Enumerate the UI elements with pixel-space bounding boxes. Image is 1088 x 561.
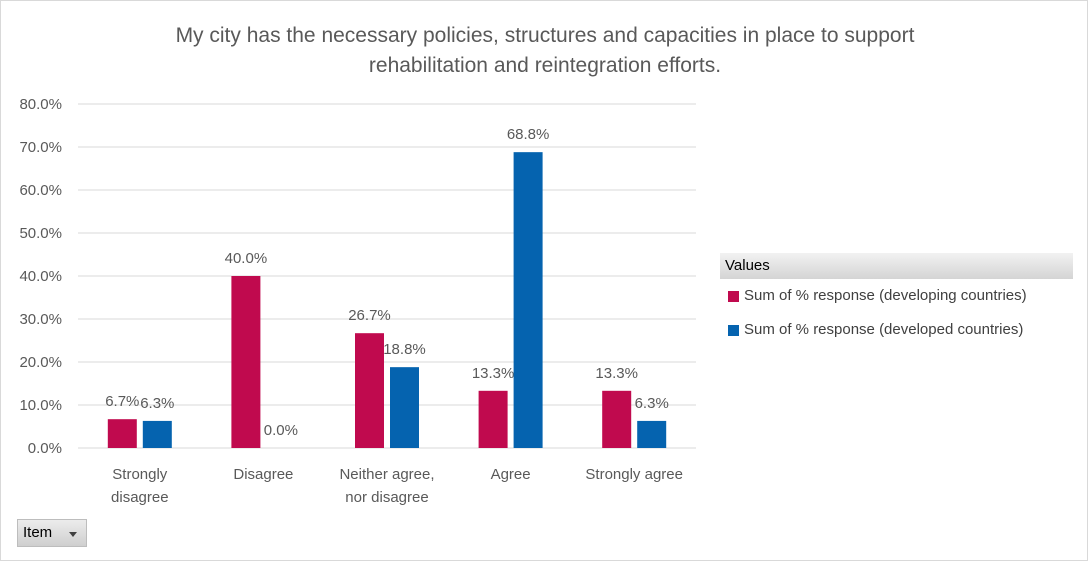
legend-label-developed: Sum of % response (developed countries) [744,321,1024,338]
x-category-label: Strongly agree [585,466,683,483]
data-label: 68.8% [507,126,550,143]
y-tick-label: 40.0% [19,268,62,285]
chart-title-line: rehabilitation and reintegration efforts… [369,54,721,77]
bar-developing [107,419,137,448]
data-label: 26.7% [348,307,391,324]
y-tick-label: 50.0% [19,225,62,242]
chart-title-line: My city has the necessary policies, stru… [176,24,915,47]
data-label: 6.3% [140,395,174,412]
triangle-down-icon[interactable] [69,532,77,537]
item-field-button[interactable]: Item [17,519,87,547]
legend-label-developing: Sum of % response (developing countries) [744,287,1027,304]
y-tick-label: 60.0% [19,182,62,199]
x-category-label: Strongly [112,466,168,483]
data-label: 40.0% [225,250,268,267]
y-tick-label: 30.0% [19,311,62,328]
bar-developing [602,390,632,448]
bar-developing [478,390,508,448]
x-category-label: Neither agree, [339,466,434,483]
legend-item-developing: Sum of % response (developing countries) [720,279,1073,313]
data-label: 0.0% [264,422,298,439]
data-label: 13.3% [472,365,515,382]
y-tick-label: 80.0% [19,96,62,113]
y-tick-label: 10.0% [19,397,62,414]
bar-developing [231,276,261,448]
item-field-label: Item [23,524,53,541]
legend-header: Values [720,253,1073,279]
bar-developing [355,333,384,448]
bar-developed [637,420,667,448]
data-label: 6.3% [635,395,669,412]
x-category-label: Agree [491,466,531,483]
data-label: 13.3% [595,365,638,382]
y-tick-label: 0.0% [28,440,62,457]
x-category-label: disagree [111,489,169,506]
y-tick-label: 20.0% [19,354,62,371]
legend: Values Sum of % response (developing cou… [720,253,1073,347]
legend-swatch-developed [728,325,739,336]
legend-item-developed: Sum of % response (developed countries) [720,313,1073,347]
bar-developed [390,367,419,448]
y-tick-label: 70.0% [19,139,62,156]
bar-developed [142,420,172,448]
data-label: 6.7% [105,393,139,410]
legend-swatch-developing [728,291,739,302]
x-category-label: Disagree [233,466,293,483]
bar-developed [513,152,543,448]
x-category-label: nor disagree [345,489,428,506]
data-label: 18.8% [383,341,426,358]
